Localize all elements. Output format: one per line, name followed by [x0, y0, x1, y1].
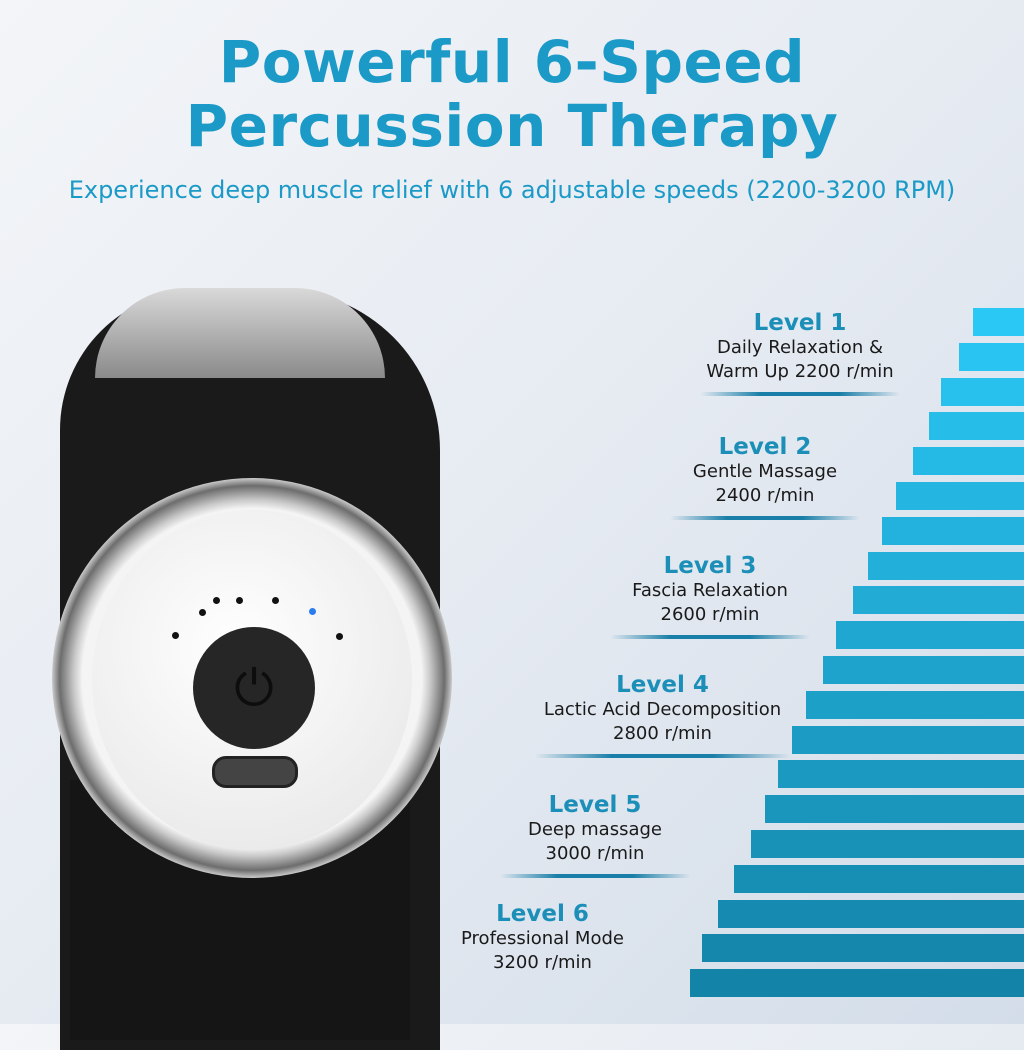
level-5: Level 5 Deep massage 3000 r/min — [500, 792, 690, 878]
level-label: Level 3 — [663, 553, 757, 579]
level-speed: 3200 r/min — [493, 952, 592, 973]
staircase-bar — [718, 899, 1024, 928]
level-4: Level 4 Lactic Acid Decomposition 2800 r… — [535, 672, 790, 758]
speed-indicator-dot — [199, 609, 206, 616]
level-3: Level 3 Fascia Relaxation 2600 r/min — [610, 553, 810, 639]
staircase-bar — [806, 690, 1024, 719]
level-label: Level 6 — [496, 901, 589, 927]
staircase-bar — [913, 447, 1024, 476]
level-label: Level 1 — [753, 310, 847, 336]
gun-top-cap — [95, 288, 385, 378]
level-speed: 3000 r/min — [545, 843, 645, 864]
level-speed: Warm Up 2200 r/min — [706, 361, 894, 382]
speed-indicator-dot-active — [309, 608, 316, 615]
divider — [500, 874, 690, 878]
staircase-bar — [959, 342, 1024, 371]
divider — [610, 635, 810, 639]
level-description: Daily Relaxation & — [717, 337, 883, 358]
divider — [670, 516, 860, 520]
level-speed: 2800 r/min — [613, 723, 712, 744]
staircase-bar — [751, 830, 1024, 858]
staircase-bar — [973, 308, 1024, 336]
level-2: Level 2 Gentle Massage 2400 r/min — [670, 434, 860, 520]
power-button[interactable]: ⏻ — [193, 627, 315, 749]
divider — [535, 754, 790, 758]
level-speed: 2600 r/min — [660, 604, 760, 625]
subtitle: Experience deep muscle relief with 6 adj… — [68, 176, 956, 204]
staircase-bar — [823, 656, 1024, 684]
level-description: Deep massage — [527, 819, 662, 840]
staircase-bar — [896, 482, 1024, 510]
speed-indicator-dot — [272, 597, 279, 604]
level-speed: 2400 r/min — [715, 485, 815, 506]
level-description: Gentle Massage — [692, 461, 838, 482]
speed-indicator-dot — [236, 597, 243, 604]
staircase-bar — [853, 586, 1024, 615]
level-6: Level 6 Professional Mode 3200 r/min — [450, 901, 635, 975]
staircase-bar — [868, 551, 1024, 580]
usb-c-port-icon — [212, 756, 298, 788]
staircase-bar — [690, 969, 1024, 998]
power-icon: ⏻ — [234, 659, 274, 717]
level-description: Fascia Relaxation — [632, 580, 788, 601]
speed-indicator-dot — [213, 597, 220, 604]
staircase-bar — [778, 760, 1024, 789]
staircase-bar — [792, 725, 1024, 754]
title-line-1: Powerful 6-Speed — [218, 28, 806, 96]
staircase-bar — [929, 412, 1024, 441]
level-label: Level 2 — [718, 434, 812, 460]
level-label: Level 5 — [548, 792, 642, 818]
level-description: Lactic Acid Decomposition — [543, 699, 782, 720]
level-description: Professional Mode — [461, 928, 624, 949]
staircase-bar — [941, 377, 1024, 406]
speed-indicator-dot — [336, 633, 343, 640]
divider — [700, 392, 900, 396]
title-line-2: Percussion Therapy — [185, 92, 839, 160]
level-label: Level 4 — [616, 672, 709, 698]
staircase-bar — [702, 934, 1024, 963]
speed-indicator-dot — [172, 632, 179, 639]
staircase-bar — [882, 516, 1024, 545]
level-1: Level 1 Daily Relaxation & Warm Up 2200 … — [700, 310, 900, 396]
page-title: Powerful 6-Speed Percussion Therapy — [0, 30, 1024, 158]
staircase-bar — [765, 795, 1024, 824]
staircase-bar — [734, 864, 1024, 893]
staircase-bar — [836, 621, 1024, 650]
